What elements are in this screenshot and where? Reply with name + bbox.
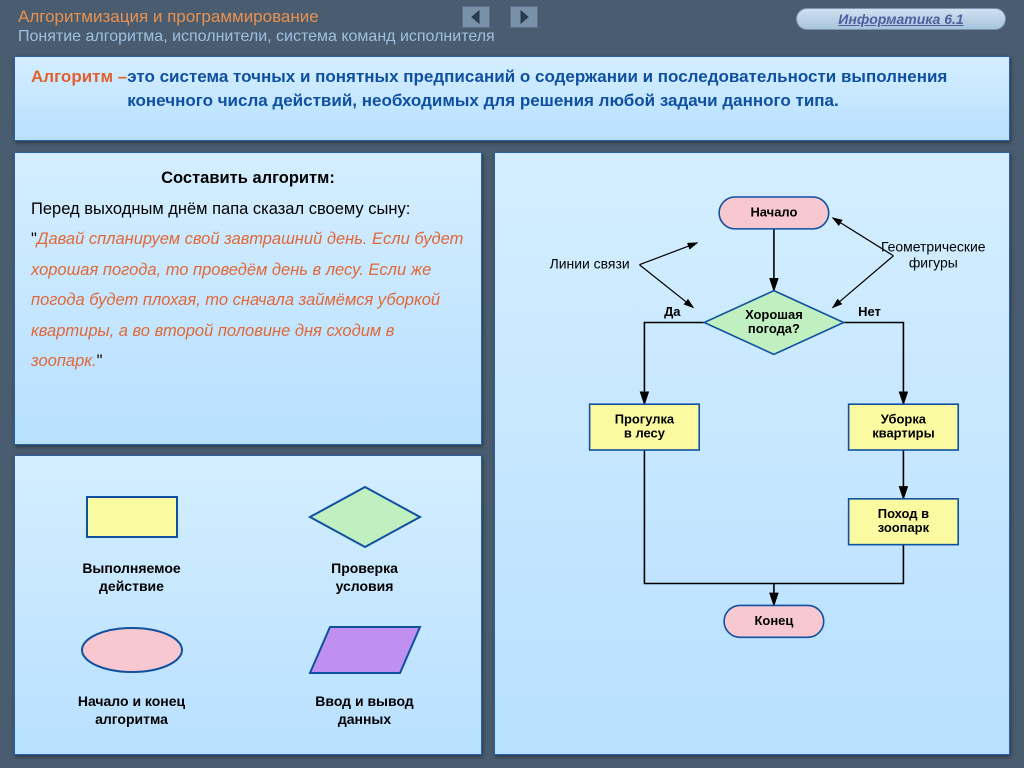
branch-label: Нет bbox=[858, 304, 881, 319]
annotation-text: Линии связи bbox=[550, 255, 630, 271]
flow-edge bbox=[844, 323, 904, 405]
flow-node-label: Конец bbox=[755, 613, 794, 628]
task-quote: Давай спланируем свой завтрашний день. Е… bbox=[31, 230, 463, 370]
flow-edge bbox=[774, 545, 903, 584]
flowchart-panel: Начало Хорошаяпогода? Прогулкав лесу Уборка… bbox=[494, 152, 1010, 755]
annotation-text: Геометрические bbox=[881, 238, 986, 254]
task-panel: Составить алгоритм: Перед выходным днём … bbox=[14, 152, 482, 445]
legend-label: Ввод и вывод данных bbox=[315, 693, 413, 728]
next-button[interactable] bbox=[510, 6, 538, 28]
flow-node-label: в лесу bbox=[624, 425, 666, 440]
annotation-arrow bbox=[833, 256, 894, 308]
legend-label: Выполняемое действие bbox=[82, 560, 180, 595]
course-badge[interactable]: Информатика 6.1 bbox=[796, 8, 1006, 30]
flow-node-label: Хорошая bbox=[745, 307, 803, 322]
flow-node-label: Уборка bbox=[881, 412, 927, 427]
flow-edge bbox=[644, 450, 773, 605]
prev-button[interactable] bbox=[462, 6, 490, 28]
flow-node-label: Прогулка bbox=[615, 412, 675, 427]
legend-label: Начало и конец алгоритма bbox=[78, 693, 185, 728]
page-subtitle: Понятие алгоритма, исполнители, система … bbox=[18, 27, 1006, 46]
flow-node-label: зоопарк bbox=[878, 520, 930, 535]
branch-label: Да bbox=[664, 304, 681, 319]
flow-node-label: Начало bbox=[750, 204, 797, 219]
annotation-arrow bbox=[639, 265, 693, 308]
legend-item: Выполняемое действие bbox=[15, 472, 248, 605]
annotation-text: фигуры bbox=[909, 254, 958, 270]
definition-body: это система точных и понятных предписани… bbox=[127, 65, 993, 113]
legend-item: Проверка условия bbox=[248, 472, 481, 605]
annotation-arrow bbox=[639, 243, 697, 265]
flow-node-label: Поход в bbox=[878, 506, 929, 521]
annotation-arrow bbox=[833, 218, 894, 256]
flow-edge bbox=[644, 323, 704, 405]
legend-item: Начало и конец алгоритма bbox=[15, 605, 248, 738]
task-text: Перед выходным днём папа сказал своему с… bbox=[31, 194, 465, 377]
task-intro-suffix: " bbox=[97, 352, 103, 370]
task-title: Составить алгоритм: bbox=[31, 163, 465, 194]
legend-item: Ввод и вывод данных bbox=[248, 605, 481, 738]
legend-label: Проверка условия bbox=[331, 560, 398, 595]
definition-term: Алгоритм – bbox=[31, 65, 127, 113]
definition-panel: Алгоритм – это система точных и понятных… bbox=[14, 56, 1010, 141]
flow-node-label: квартиры bbox=[872, 425, 934, 440]
legend-panel: Выполняемое действие Проверка условия Нача… bbox=[14, 455, 482, 755]
flow-node-label: погода? bbox=[748, 321, 800, 336]
